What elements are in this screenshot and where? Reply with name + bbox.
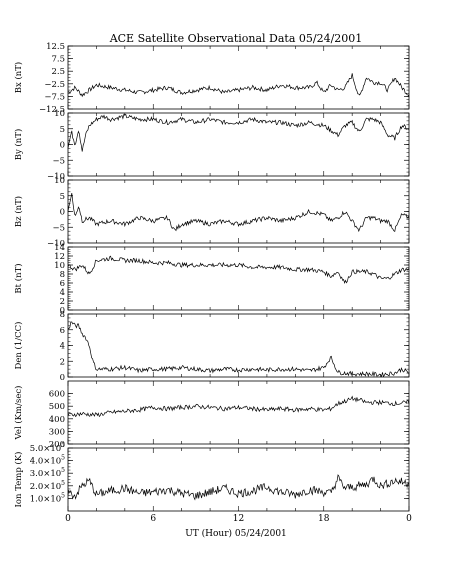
panel-den: 8 6 4 2 0 Den (1/CC)	[13, 310, 410, 383]
y-tick-label-bt-0: 14	[54, 243, 65, 253]
panel-vel: 600 500 400 300 200 Vel (Km/sec)	[13, 380, 410, 450]
panel-bx: 12.5 7.5 2.5 −2.5 −7.5 −12.5 Bx (nT)	[13, 42, 410, 115]
y-tick-label-bt-7: 0	[60, 306, 65, 316]
y-tick-label-bx-4: −7.5	[44, 92, 65, 102]
y-axis-label-bz: Bz (nT)	[13, 196, 24, 227]
panel-frame-by	[67, 112, 410, 177]
y-tick-label-temp-4: 1.0×105	[30, 492, 65, 504]
series-trace-bt	[67, 255, 410, 285]
y-tick-label-den-4: 0	[60, 373, 65, 383]
y-tick-label-bz-0: 10	[54, 176, 65, 186]
y-tick-label-temp-1: 4.0×105	[30, 455, 65, 467]
y-tick-label-vel-0: 600	[49, 390, 65, 400]
y-tick-label-temp-0: 5.0×105	[30, 442, 65, 454]
series-trace-temp	[67, 474, 410, 501]
y-tick-label-bx-3: −2.5	[44, 80, 65, 90]
y-tick-label-bx-0: 12.5	[46, 42, 65, 52]
y-tick-label-bt-3: 8	[60, 270, 65, 280]
y-tick-label-den-3: 2	[60, 357, 65, 367]
panel-frame-vel	[67, 380, 410, 445]
y-tick-label-bz-2: 0	[60, 208, 65, 218]
y-tick-label-bt-5: 4	[60, 288, 65, 298]
y-tick-label-den-1: 6	[60, 326, 65, 336]
panel-frame-bt	[67, 246, 410, 311]
y-tick-label-by-3: −5	[52, 156, 65, 166]
series-trace-by	[67, 113, 410, 152]
y-tick-label-bt-2: 10	[54, 261, 65, 271]
y-tick-label-bz-3: −5	[52, 223, 65, 233]
y-tick-label-by-2: 0	[60, 141, 65, 151]
y-axis-label-by: By (nT)	[13, 129, 24, 161]
chart-title: ACE Satellite Observational Data 05/24/2…	[109, 32, 363, 45]
y-tick-label-den-2: 4	[60, 342, 65, 352]
y-axis-label-vel: Vel (Km/sec)	[13, 386, 24, 441]
y-tick-label-vel-1: 500	[49, 402, 65, 412]
y-axis-label-temp: Ion Temp (K)	[13, 452, 24, 508]
y-tick-label-temp-3: 2.0×105	[30, 480, 65, 492]
x-tick-labels: 0 6 12 18 0	[65, 514, 412, 524]
y-tick-label-bz-1: 5	[60, 192, 65, 202]
x-tick-label-3: 18	[318, 514, 330, 524]
y-tick-label-bz-4: −10	[47, 239, 65, 249]
x-axis-label: UT (Hour) 05/24/2001	[185, 528, 287, 539]
series-trace-bz	[67, 193, 410, 233]
panel-frame-bz	[67, 179, 410, 244]
y-tick-label-bx-5: −12.5	[39, 105, 65, 115]
y-tick-label-bt-4: 6	[60, 279, 65, 289]
y-tick-label-den-0: 8	[60, 310, 65, 320]
panel-by: 10 5 0 −5 −10 By (nT)	[13, 109, 410, 182]
series-trace-den	[67, 321, 410, 378]
y-tick-label-by-4: −10	[47, 172, 65, 182]
panels-group: 12.5 7.5 2.5 −2.5 −7.5 −12.5 Bx (nT) 10 5 0 −5 −10 B…	[13, 42, 410, 512]
y-axis-label-den: Den (1/CC)	[13, 322, 24, 370]
x-tick-label-0: 0	[65, 514, 71, 524]
panel-bz: 10 5 0 −5 −10 Bz (nT)	[13, 176, 410, 249]
x-tick-label-4: 0	[406, 514, 412, 524]
y-tick-label-bt-1: 12	[54, 252, 65, 262]
y-tick-label-by-1: 5	[60, 125, 65, 135]
y-tick-label-bx-2: 2.5	[51, 67, 65, 77]
y-tick-label-vel-3: 300	[49, 427, 65, 437]
panel-frame-den	[67, 313, 410, 378]
series-trace-bx	[67, 73, 410, 98]
y-tick-label-bx-1: 7.5	[51, 55, 65, 65]
y-tick-label-vel-2: 400	[49, 415, 65, 425]
y-axis-label-bt: Bt (nT)	[13, 263, 24, 293]
panel-frame-bx	[67, 45, 410, 110]
series-trace-vel	[67, 395, 410, 418]
y-tick-label-vel-4: 200	[49, 440, 65, 450]
y-axis-label-bx: Bx (nT)	[13, 62, 24, 94]
y-tick-label-bt-6: 2	[60, 297, 65, 307]
y-tick-label-by-0: 10	[54, 109, 65, 119]
x-tick-label-2: 12	[233, 514, 244, 524]
panel-frame-temp	[67, 447, 410, 512]
y-tick-label-temp-2: 3.0×105	[30, 467, 65, 479]
x-tick-label-1: 6	[150, 514, 156, 524]
